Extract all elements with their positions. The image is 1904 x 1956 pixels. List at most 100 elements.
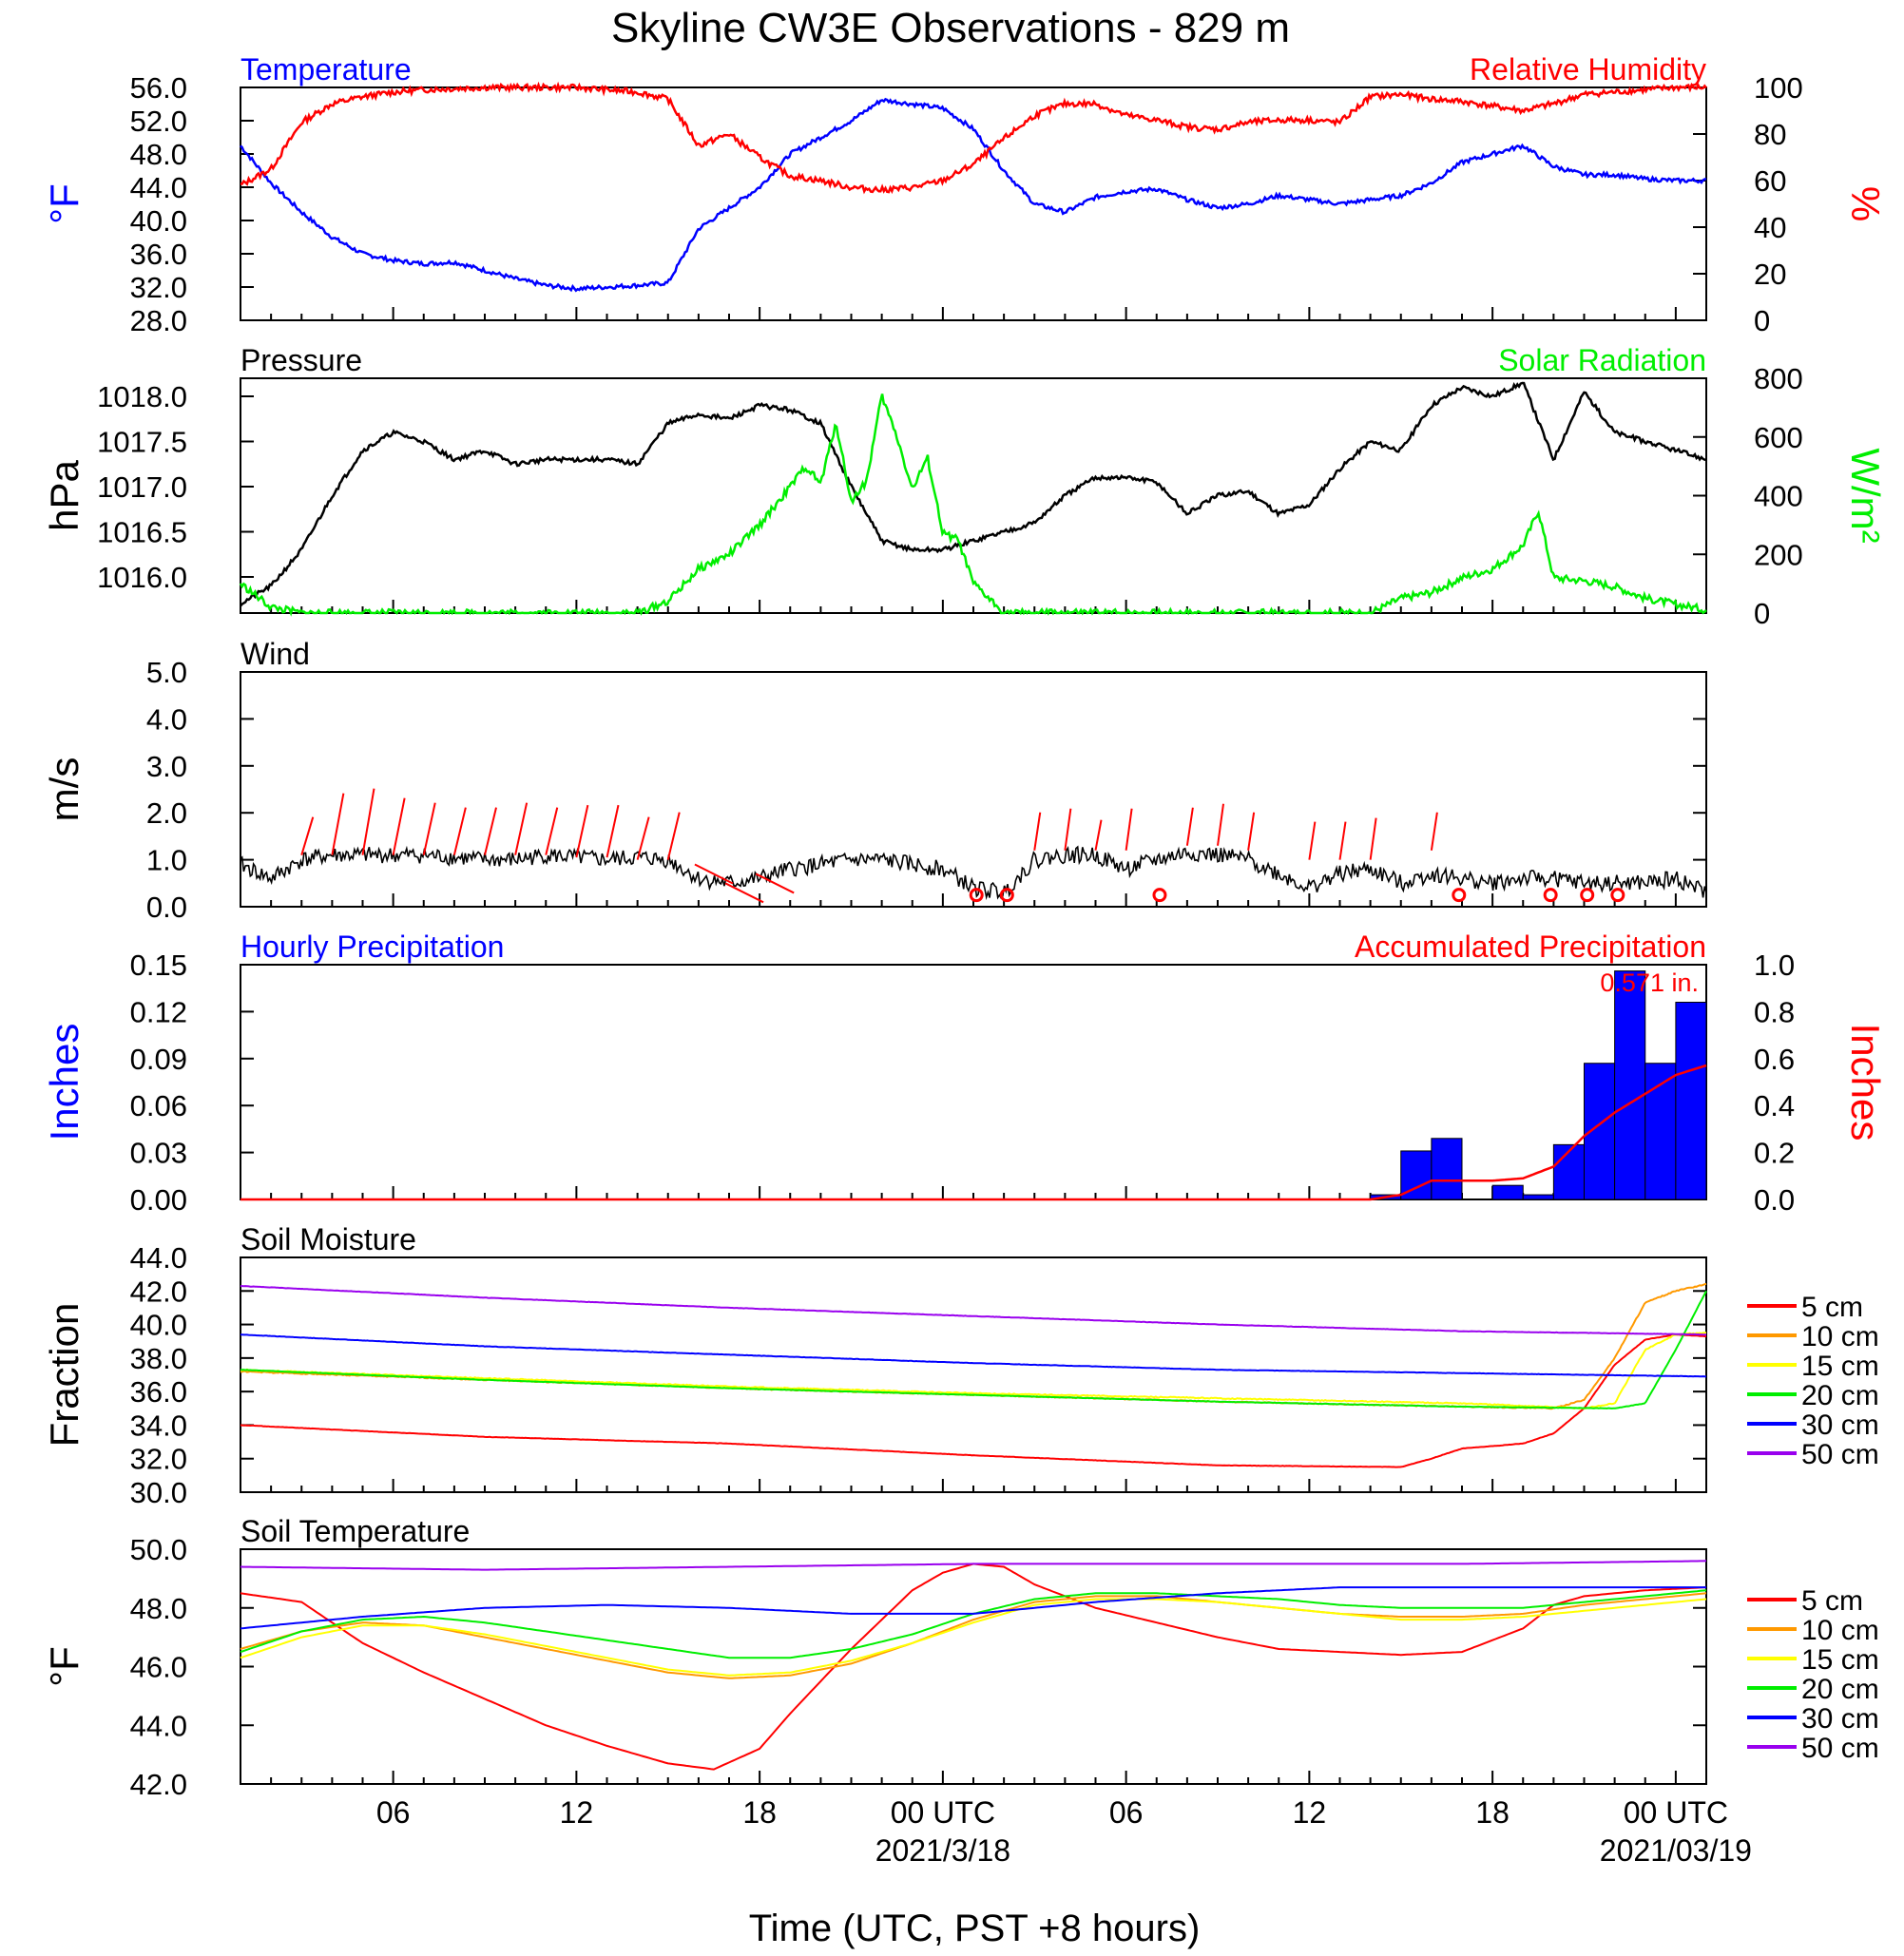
y-tick-label-soil_moist: 44.0 [130, 1241, 187, 1275]
y-tick-right-label-precip: 0.2 [1754, 1137, 1795, 1170]
legend-label: 20 cm [1801, 1380, 1879, 1411]
y-tick-label-precip: 0.15 [130, 949, 187, 982]
wind-barb [1430, 812, 1438, 851]
panel-title-right-pres_solar: Solar Radiation [1498, 343, 1706, 377]
y-tick-label-temp_rh: 36.0 [130, 238, 187, 271]
calm-wind-marker [1452, 888, 1467, 903]
legend-label: 50 cm [1801, 1733, 1879, 1764]
y-tick-label-temp_rh: 48.0 [130, 138, 187, 171]
x-date-label: 2021/03/19 [1600, 1833, 1752, 1868]
y-tick-right-label-temp_rh: 80 [1754, 118, 1786, 151]
wind-barb [606, 804, 620, 858]
y-tick-right-label-temp_rh: 20 [1754, 258, 1786, 291]
wind-barb [1094, 819, 1103, 851]
y-tick-right-label-pres_solar: 600 [1754, 421, 1803, 454]
panel-title-left-soil_moist: Soil Moisture [240, 1222, 416, 1256]
soil-temperature-line-30cm [240, 1586, 1706, 1630]
wind-barb [1185, 807, 1194, 846]
solar-radiation-line [239, 393, 1707, 617]
y-tick-label-temp_rh: 40.0 [130, 204, 187, 238]
y-axis-label-left-soil_moist: Fraction [42, 1303, 87, 1448]
legend-label: 20 cm [1801, 1674, 1879, 1705]
accumulated-precip-line [240, 1064, 1707, 1201]
wind-barb [694, 863, 734, 885]
legend-label: 10 cm [1801, 1615, 1879, 1646]
wind-barb [1308, 821, 1317, 860]
pressure-line [240, 381, 1707, 607]
y-tick-label-soil_moist: 40.0 [130, 1309, 187, 1342]
calm-wind-marker [1610, 888, 1625, 903]
y-axis-label-left-precip: Inches [42, 1024, 87, 1141]
wind-barb [1338, 821, 1347, 860]
panel-title-left-soil_temp: Soil Temperature [240, 1514, 470, 1548]
y-tick-label-soil_temp: 48.0 [130, 1592, 187, 1625]
soil-moisture-line-50cm [240, 1285, 1707, 1336]
y-tick-label-soil_temp: 44.0 [130, 1709, 187, 1742]
wind-barb [331, 793, 345, 855]
panel-frame-temp_rh [240, 86, 1707, 321]
panel-title-left-pres_solar: Pressure [240, 343, 362, 377]
y-tick-right-label-precip: 1.0 [1754, 949, 1795, 982]
y-tick-right-label-precip: 0.0 [1754, 1183, 1795, 1217]
figure-title: Skyline CW3E Observations - 829 m [611, 5, 1290, 51]
soil-temperature-line-15cm [240, 1598, 1707, 1677]
soil-temperature-line-10cm [240, 1592, 1707, 1679]
temperature-line [240, 97, 1707, 293]
hourly-precip-bar [1644, 1063, 1677, 1200]
y-tick-label-soil_moist: 34.0 [130, 1409, 187, 1442]
y-tick-label-wind: 0.0 [146, 891, 187, 924]
y-tick-label-temp_rh: 56.0 [130, 71, 187, 105]
x-tick-label: 00 UTC [891, 1795, 995, 1830]
legend-label: 5 cm [1801, 1292, 1863, 1323]
wind-barb [1247, 812, 1256, 851]
calm-wind-marker [1543, 888, 1558, 903]
y-tick-right-label-pres_solar: 800 [1754, 362, 1803, 395]
y-tick-right-label-pres_solar: 400 [1754, 480, 1803, 513]
y-tick-label-temp_rh: 28.0 [130, 304, 187, 337]
y-tick-right-label-pres_solar: 200 [1754, 538, 1803, 571]
hourly-precip-bar [1431, 1138, 1463, 1200]
y-axis-label-right-temp_rh: % [1843, 186, 1888, 221]
y-tick-label-soil_temp: 46.0 [130, 1651, 187, 1684]
x-tick-label: 00 UTC [1624, 1795, 1728, 1830]
panel-frame-soil_moist [240, 1256, 1707, 1493]
y-tick-label-soil_moist: 32.0 [130, 1443, 187, 1476]
humidity-line [240, 81, 1707, 195]
y-tick-label-precip: 0.09 [130, 1043, 187, 1076]
x-axis-label: Time (UTC, PST +8 hours) [749, 1908, 1201, 1949]
y-tick-right-label-precip: 0.8 [1754, 995, 1795, 1028]
wind-barb [392, 797, 406, 855]
y-axis-label-left-temp_rh: °F [42, 183, 87, 223]
x-tick-label: 12 [560, 1795, 594, 1830]
wind-barb [1217, 803, 1224, 846]
legend-label: 15 cm [1801, 1351, 1879, 1382]
y-tick-label-pres_solar: 1018.0 [97, 380, 187, 413]
legend-label: 30 cm [1801, 1703, 1879, 1735]
hourly-precip-bar [1522, 1194, 1554, 1200]
wind-barb [514, 802, 529, 855]
y-tick-right-label-precip: 0.6 [1754, 1043, 1795, 1076]
y-tick-label-pres_solar: 1017.5 [97, 426, 187, 459]
y-tick-label-precip: 0.12 [130, 995, 187, 1028]
y-tick-right-label-pres_solar: 0 [1754, 597, 1770, 630]
y-axis-label-left-pres_solar: hPa [42, 459, 87, 530]
wind-barb [300, 816, 315, 855]
y-tick-label-wind: 5.0 [146, 656, 187, 689]
legend-label: 50 cm [1801, 1439, 1879, 1470]
calm-wind-marker [1580, 888, 1595, 903]
soil-temperature-line-50cm [240, 1560, 1707, 1571]
wind-barb [636, 816, 650, 860]
soil-moisture-line-20cm [240, 1290, 1707, 1409]
calm-wind-marker [1152, 888, 1167, 903]
wind-barb [1064, 808, 1072, 851]
soil-moisture-line-30cm [240, 1333, 1707, 1378]
y-tick-label-soil_moist: 36.0 [130, 1375, 187, 1409]
wind-barb [666, 812, 681, 860]
y-tick-right-label-temp_rh: 60 [1754, 164, 1786, 198]
wind-barb [484, 807, 497, 855]
legend-label: 15 cm [1801, 1644, 1879, 1676]
